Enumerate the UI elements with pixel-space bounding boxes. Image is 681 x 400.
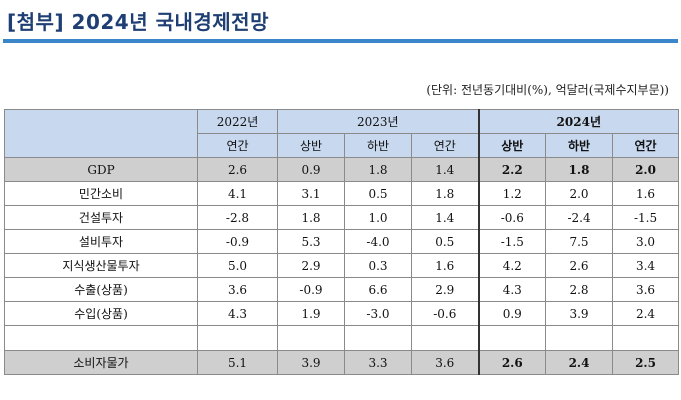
empty-cell [477,325,547,351]
table-cell: 2.9 [277,253,345,278]
table-cell: -3.0 [344,301,412,326]
empty-cell [4,325,198,351]
table-cell: 3.6 [612,277,680,302]
empty-cell [545,325,614,351]
table-row-cpi: 소비자물가 5.1 3.9 3.3 3.6 2.6 2.4 2.5 [4,350,680,375]
corner-cell [4,109,198,158]
period-2023-h1: 상반 [277,133,345,158]
table-cell: 1.8 [410,181,480,206]
table-cell: 2.9 [410,277,480,302]
table-cell: 1.8 [344,157,412,182]
table-cell: -0.6 [477,205,547,230]
empty-cell [410,325,480,351]
table-cell: 2.2 [477,157,547,182]
table-cell: 2.6 [545,253,614,278]
table-cell: 4.3 [197,301,278,326]
table-cell: 2.0 [545,181,614,206]
empty-cell [197,325,278,351]
year-2024: 2024년 [477,109,680,134]
table-cell: 5.1 [197,350,278,375]
table-cell: 3.6 [197,277,278,302]
table-cell: 1.0 [344,205,412,230]
table-row: 설비투자 -0.9 5.3 -4.0 0.5 -1.5 7.5 3.0 [4,229,680,254]
period-2024-annual: 연간 [612,133,680,158]
table-cell: 2.4 [612,301,680,326]
table-cell: -2.8 [197,205,278,230]
year-2023: 2023년 [276,109,480,134]
table-cell: 3.6 [410,350,480,375]
unit-note: (단위: 전년동기대비(%), 억달러(국제수지부문)) [426,83,669,97]
table-row: 건설투자 -2.8 1.8 1.0 1.4 -0.6 -2.4 -1.5 [4,205,680,230]
table-cell: 0.9 [277,157,345,182]
table-cell: 5.3 [277,229,345,254]
table-cell: 2.0 [612,157,680,182]
period-2023-h2: 하반 [344,133,412,158]
forecast-table: 2022년 2023년 2024년 연간 상반 하반 연간 상반 하반 연간 G… [4,109,680,375]
table-cell: 2.5 [612,350,680,375]
table-cell: 2.6 [197,157,278,182]
table-cell: 1.8 [545,157,614,182]
row-label: 설비투자 [4,229,198,254]
row-label: 수입(상품) [4,301,198,326]
table-cell: 3.0 [612,229,680,254]
row-label: 건설투자 [4,205,198,230]
table-row: 지식생산물투자 5.0 2.9 0.3 1.6 4.2 2.6 3.4 [4,253,680,278]
period-2024-h2: 하반 [545,133,614,158]
title-underline [3,39,678,43]
table-cell: 0.5 [410,229,480,254]
table-cell: 1.8 [277,205,345,230]
table-cell: -0.9 [197,229,278,254]
table-cell: 1.4 [410,157,480,182]
table-cell: -4.0 [344,229,412,254]
row-label: 수출(상품) [4,277,198,302]
period-2024-h1: 상반 [477,133,547,158]
table-cell: 4.1 [197,181,278,206]
empty-cell [344,325,412,351]
table-cell: 4.2 [477,253,547,278]
table-cell: 5.0 [197,253,278,278]
header-row-years: 2022년 2023년 2024년 [4,109,680,158]
table-row: 민간소비 4.1 3.1 0.5 1.8 1.2 2.0 1.6 [4,181,680,206]
table-cell: 6.6 [344,277,412,302]
table-cell: -1.5 [477,229,547,254]
table-cell: 2.6 [477,350,547,375]
row-label: 소비자물가 [4,350,198,375]
table-cell: 3.9 [545,301,614,326]
table-row: 수입(상품) 4.3 1.9 -3.0 -0.6 0.9 3.9 2.4 [4,301,680,326]
table-cell: -0.9 [277,277,345,302]
table-cell: 1.4 [410,205,480,230]
header-row-periods: 연간 상반 하반 연간 상반 하반 연간 [5,133,680,158]
table-cell: 1.2 [477,181,547,206]
table-cell: 4.3 [477,277,547,302]
table-cell: -1.5 [612,205,680,230]
table-cell: 0.3 [344,253,412,278]
table-cell: 1.6 [410,253,480,278]
table-cell: 2.8 [545,277,614,302]
table-cell: 3.3 [344,350,412,375]
empty-cell [277,325,345,351]
row-label: 민간소비 [4,181,198,206]
period-2023-annual: 연간 [410,133,480,158]
table-row-spacer [4,325,680,351]
table-cell: 1.6 [612,181,680,206]
table-cell: 3.4 [612,253,680,278]
table-cell: -2.4 [545,205,614,230]
table-cell: 3.9 [277,350,345,375]
table-cell: 1.9 [277,301,345,326]
table-row-gdp: GDP 2.6 0.9 1.8 1.4 2.2 1.8 2.0 [4,157,680,182]
table-cell: -0.6 [410,301,480,326]
table-cell: 7.5 [545,229,614,254]
period-2022-annual: 연간 [197,133,278,158]
table-cell: 0.9 [477,301,547,326]
row-label: GDP [4,157,198,182]
table-cell: 2.4 [545,350,614,375]
page-title: [첨부] 2024년 국내경제전망 [7,10,269,34]
empty-cell [612,325,680,351]
row-label: 지식생산물투자 [4,253,198,278]
year-2022: 2022년 [197,109,278,134]
table-row: 수출(상품) 3.6 -0.9 6.6 2.9 4.3 2.8 3.6 [4,277,680,302]
table-cell: 0.5 [344,181,412,206]
table-cell: 3.1 [277,181,345,206]
